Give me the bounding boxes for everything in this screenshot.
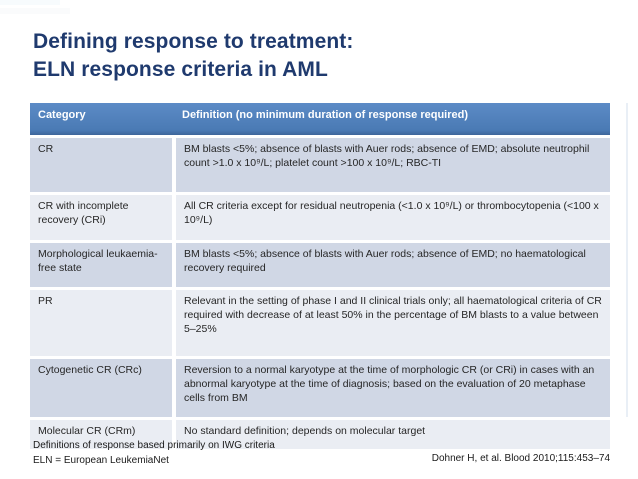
table-row: Cytogenetic CR (CRc) Reversion to a norm…	[30, 357, 610, 420]
definition-cell: All CR criteria except for residual neut…	[174, 193, 610, 243]
definition-cell: No standard definition; depends on molec…	[174, 418, 610, 452]
category-cell: CR	[30, 136, 176, 195]
table-row: PR Relevant in the setting of phase I an…	[30, 288, 610, 359]
column-header-category: Category	[30, 103, 174, 138]
category-cell: Cytogenetic CR (CRc)	[30, 357, 176, 420]
footnote-iwg: Definitions of response based primarily …	[33, 440, 275, 451]
page-title: Defining response to treatment: ELN resp…	[33, 28, 353, 85]
definition-cell: BM blasts <5%; absence of blasts with Au…	[174, 241, 610, 290]
category-cell: Morphological leukaemia-free state	[30, 241, 176, 290]
footnotes: Definitions of response based primarily …	[33, 439, 275, 468]
category-cell: PR	[30, 288, 176, 359]
category-cell: CR with incomplete recovery (CRi)	[30, 193, 176, 243]
response-criteria-table: Category Definition (no minimum duration…	[30, 103, 610, 452]
right-edge-artifact	[626, 103, 628, 417]
category-cell: Molecular CR (CRm)	[30, 418, 176, 452]
definition-cell: Reversion to a normal karyotype at the t…	[174, 357, 610, 420]
table-row: Molecular CR (CRm) No standard definitio…	[30, 418, 610, 452]
footnote-eln: ELN = European LeukemiaNet	[33, 454, 169, 466]
table-row: Morphological leukaemia-free state BM bl…	[30, 241, 610, 290]
logo-remnant	[0, 8, 70, 14]
page-title-line2: ELN response criteria in AML	[33, 58, 328, 82]
logo-remnant	[0, 0, 60, 5]
definition-cell: BM blasts <5%; absence of blasts with Au…	[174, 136, 610, 195]
table-row: CR with incomplete recovery (CRi) All CR…	[30, 193, 610, 243]
page-title-line1: Defining response to treatment:	[33, 30, 354, 53]
table-row: CR BM blasts <5%; absence of blasts with…	[30, 136, 610, 195]
column-header-definition: Definition (no minimum duration of respo…	[174, 103, 610, 138]
table-header-row: Category Definition (no minimum duration…	[30, 103, 610, 138]
citation: Dohner H, et al. Blood 2010;115:453–74	[431, 453, 610, 464]
definition-cell: Relevant in the setting of phase I and I…	[174, 288, 610, 359]
